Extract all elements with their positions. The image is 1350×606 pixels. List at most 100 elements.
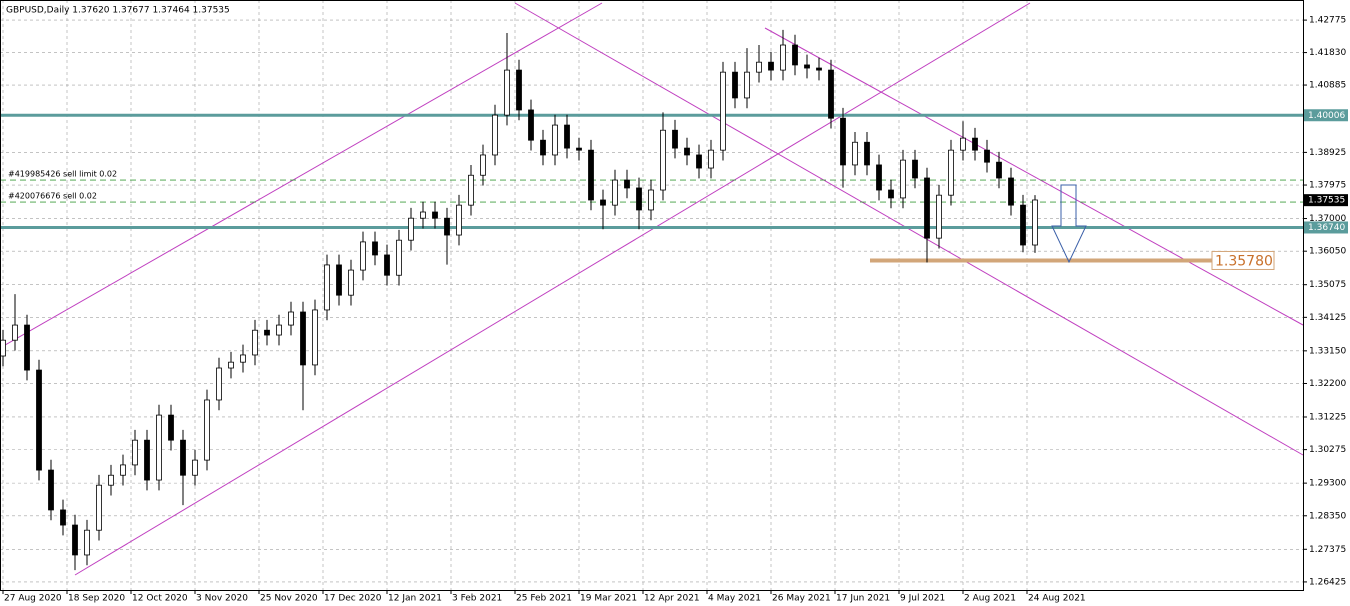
- candle-body: [84, 529, 90, 556]
- y-tick-label: 1.31225: [1309, 412, 1346, 422]
- candle-body: [444, 217, 450, 236]
- channel-line: [514, 2, 1304, 456]
- candle-body: [192, 459, 198, 476]
- candle-body: [972, 137, 978, 151]
- candle-body: [636, 187, 642, 211]
- candle-body: [528, 109, 534, 141]
- level-label-box: [1304, 194, 1348, 207]
- level-label: 1.40006: [1308, 111, 1345, 121]
- candle-body: [804, 64, 810, 69]
- y-tick-label: 1.37975: [1309, 181, 1346, 191]
- candle-body: [852, 141, 858, 166]
- candle-body: [1020, 204, 1026, 246]
- x-tick-label: 3 Nov 2020: [196, 594, 248, 604]
- candle-body: [276, 324, 282, 336]
- candle-body: [468, 174, 474, 206]
- y-tick-label: 1.32200: [1309, 379, 1346, 389]
- candle-body: [504, 69, 510, 116]
- candle-body: [264, 329, 270, 336]
- candle-body: [108, 474, 114, 486]
- candle-body: [768, 61, 774, 71]
- candle-body: [900, 159, 906, 199]
- candle-body: [492, 114, 498, 156]
- candle-body: [660, 129, 666, 191]
- candle-body: [1008, 177, 1014, 206]
- candle-body: [0, 339, 6, 357]
- candle-body: [432, 211, 438, 219]
- candle-body: [168, 414, 174, 441]
- candle-body: [348, 269, 354, 296]
- candle-body: [216, 367, 222, 401]
- candle-body: [816, 67, 822, 71]
- level-label: 1.37535: [1308, 196, 1345, 206]
- candle-body: [552, 124, 558, 156]
- candle-body: [936, 194, 942, 239]
- order-label: #419985426 sell limit 0.02: [8, 170, 117, 179]
- x-tick-label: 12 Oct 2020: [132, 594, 188, 604]
- candle-body: [684, 147, 690, 156]
- candle-body: [876, 164, 882, 191]
- y-tick-label: 1.37000: [1309, 214, 1346, 224]
- candle-body: [156, 414, 162, 481]
- candle-body: [288, 311, 294, 326]
- candle-body: [372, 241, 378, 256]
- candle-body: [60, 509, 66, 526]
- candle-body: [864, 141, 870, 166]
- candle-body: [48, 469, 54, 511]
- candle-body: [1032, 199, 1038, 246]
- candle-body: [540, 139, 546, 156]
- candle-body: [828, 69, 834, 119]
- candle-body: [600, 199, 606, 206]
- candle-body: [480, 154, 486, 176]
- x-tick-label: 17 Jun 2021: [836, 594, 890, 604]
- chart-title: GBPUSD,Daily 1.37620 1.37677 1.37464 1.3…: [6, 6, 230, 16]
- candle-body: [792, 44, 798, 66]
- y-tick-label: 1.27375: [1309, 545, 1346, 555]
- y-tick-label: 1.41830: [1309, 48, 1346, 58]
- target-label: 1.35780: [1215, 253, 1273, 269]
- y-tick-label: 1.42775: [1309, 16, 1346, 26]
- candle-body: [732, 71, 738, 99]
- x-tick-label: 25 Feb 2021: [516, 594, 572, 604]
- candle-body: [720, 71, 726, 151]
- candle-body: [408, 217, 414, 241]
- candle-body: [744, 71, 750, 99]
- candle-body: [672, 129, 678, 149]
- candle-body: [72, 524, 78, 556]
- y-tick-label: 1.36050: [1309, 247, 1346, 257]
- candle-body: [888, 189, 894, 199]
- candle-body: [324, 264, 330, 311]
- candle-body: [312, 309, 318, 366]
- candle-body: [36, 369, 42, 471]
- candle-body: [948, 149, 954, 196]
- x-tick-label: 26 May 2021: [772, 594, 831, 604]
- candle-body: [588, 149, 594, 201]
- x-tick-label: 25 Nov 2020: [260, 594, 318, 604]
- down-arrow: [1051, 184, 1087, 264]
- candle-body: [420, 211, 426, 219]
- y-tick-label: 1.26425: [1309, 577, 1346, 587]
- order-label: #420076676 sell 0.02: [8, 192, 97, 201]
- x-tick-label: 27 Aug 2020: [4, 594, 62, 604]
- x-tick-label: 24 Aug 2021: [1028, 594, 1086, 604]
- candle-body: [24, 324, 30, 371]
- candle-body: [252, 329, 258, 356]
- candle-body: [912, 159, 918, 179]
- x-tick-label: 4 May 2021: [708, 594, 761, 604]
- candle-body: [996, 161, 1002, 179]
- candle-body: [336, 264, 342, 296]
- x-tick-label: 12 Apr 2021: [644, 594, 700, 604]
- y-tick-label: 1.28350: [1309, 511, 1346, 521]
- x-tick-label: 12 Jan 2021: [388, 594, 442, 604]
- candle-body: [12, 324, 18, 341]
- level-label: 1.36740: [1308, 223, 1345, 233]
- candle-body: [144, 439, 150, 481]
- candle-body: [240, 354, 246, 363]
- candle-body: [132, 439, 138, 466]
- candle-body: [780, 44, 786, 71]
- x-tick-label: 17 Dec 2020: [324, 594, 382, 604]
- y-tick-label: 1.33150: [1309, 346, 1346, 356]
